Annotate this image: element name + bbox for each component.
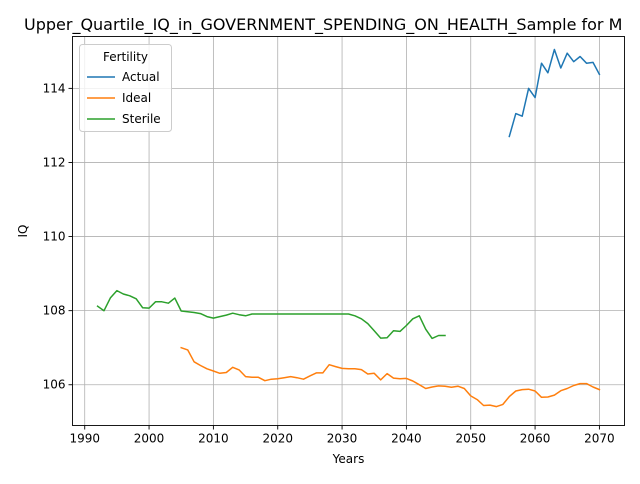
y-ticks: 106 108 110 112 114 [43,81,73,392]
y-tick-label: 110 [43,230,66,244]
series-lines [96,48,601,408]
x-tick-label: 2010 [198,432,229,446]
y-tick-label: 106 [43,378,66,392]
series-line-ideal [180,346,601,408]
x-tick-label: 2020 [262,432,293,446]
axes [72,36,625,426]
x-tick-label: 2030 [327,432,358,446]
y-tick-label: 112 [43,155,66,169]
legend-label-ideal: Ideal [122,91,151,105]
legend-frame [79,44,172,132]
y-tick-label: 114 [43,81,66,95]
x-ticks: 1990 2000 2010 2020 2030 2040 2050 2060 2070 [69,425,615,446]
plot-frame [72,36,625,426]
x-tick-label: 2040 [391,432,422,446]
x-tick-label: 2000 [134,432,165,446]
x-tick-label: 2050 [455,432,486,446]
legend: Fertility Actual Ideal Sterile [79,44,172,132]
y-axis-label: IQ [16,225,30,238]
y-tick-label: 108 [43,304,66,318]
chart-title: Upper_Quartile_IQ_in_GOVERNMENT_SPENDING… [24,15,622,35]
series-line-sterile [96,289,446,340]
legend-label-actual: Actual [122,70,160,84]
legend-title: Fertility [103,50,148,64]
legend-entries: Actual Ideal Sterile [87,70,161,126]
x-axis-label: Years [332,452,365,466]
x-tick-label: 2070 [584,432,615,446]
x-tick-label: 2060 [520,432,551,446]
grid [72,36,625,426]
x-tick-label: 1990 [69,432,100,446]
legend-label-sterile: Sterile [122,112,161,126]
series-line-actual [508,48,601,138]
